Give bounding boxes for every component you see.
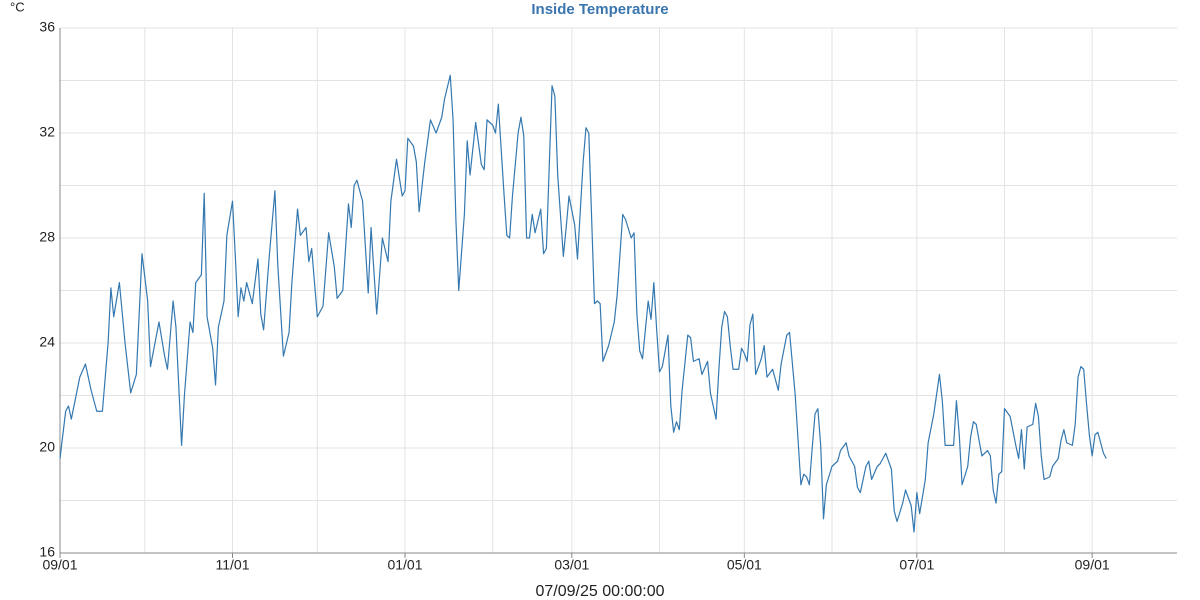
x-tick-label: 09/01	[42, 557, 77, 573]
y-tick-label: 28	[39, 229, 55, 245]
x-tick-label: 09/01	[1075, 557, 1110, 573]
x-tick-label: 01/01	[387, 557, 422, 573]
y-tick-label: 24	[39, 334, 55, 350]
y-tick-label: 32	[39, 124, 55, 140]
y-unit: °C	[10, 0, 25, 14]
chart-title: Inside Temperature	[531, 1, 668, 18]
x-tick-label: 07/01	[899, 557, 934, 573]
y-tick-label: 20	[39, 439, 55, 455]
x-tick-label: 11/01	[215, 557, 249, 573]
x-axis-label: 07/09/25 00:00:00	[535, 583, 664, 600]
x-tick-label: 03/01	[554, 557, 589, 573]
y-tick-label: 16	[39, 544, 55, 560]
y-tick-label: 36	[39, 19, 55, 35]
temperature-line	[59, 74, 1107, 533]
x-tick-label: 05/01	[727, 557, 762, 573]
